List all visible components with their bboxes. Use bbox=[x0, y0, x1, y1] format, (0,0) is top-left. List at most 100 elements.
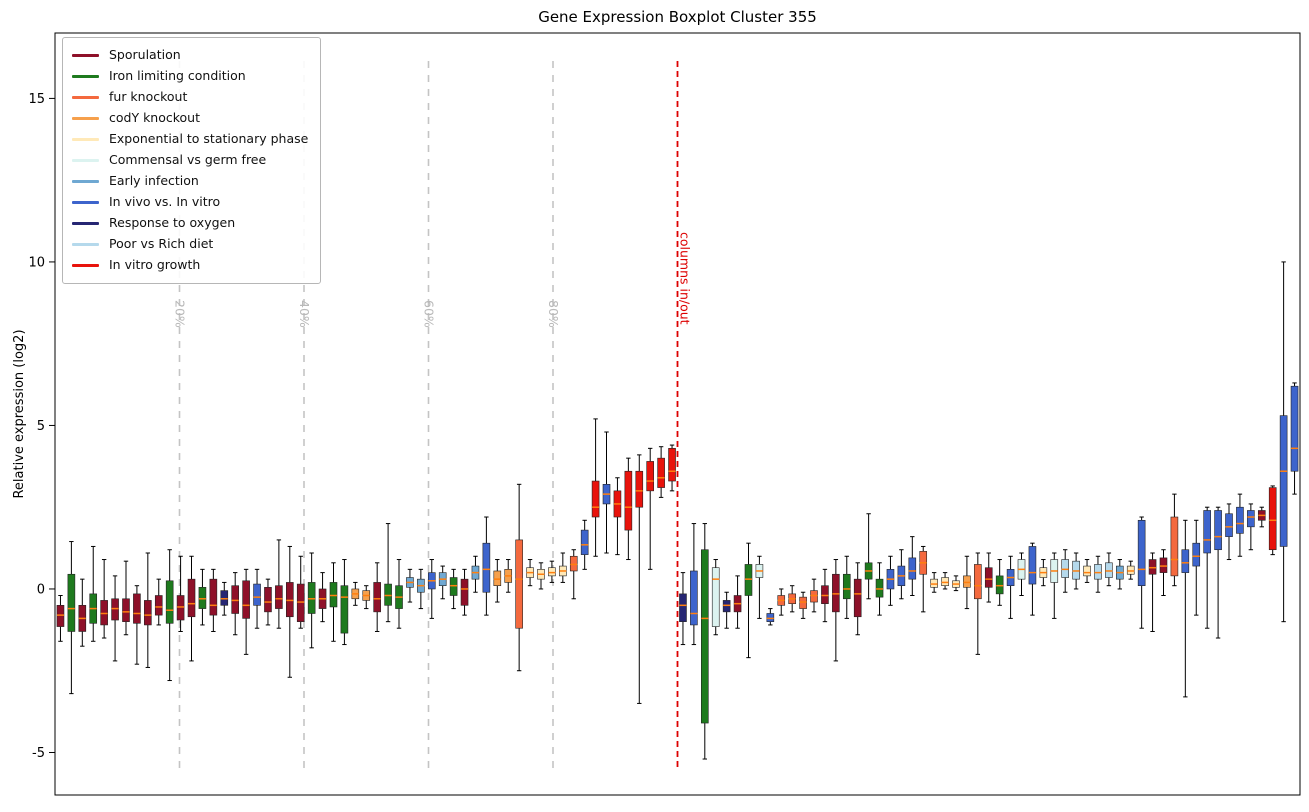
box bbox=[1159, 557, 1168, 573]
legend-line-swatch bbox=[72, 75, 99, 78]
box bbox=[995, 575, 1004, 595]
legend-entry: Exponential to stationary phase bbox=[72, 129, 308, 150]
legend-entry-label: Iron limiting condition bbox=[109, 68, 246, 84]
box bbox=[1236, 506, 1244, 534]
legend-entry: Poor vs Rich diet bbox=[72, 234, 308, 255]
box bbox=[591, 480, 600, 518]
legend-entry-label: Response to oxygen bbox=[109, 215, 236, 231]
box bbox=[875, 578, 884, 598]
box bbox=[56, 605, 65, 627]
box bbox=[690, 570, 698, 626]
box bbox=[307, 582, 316, 614]
box bbox=[1126, 565, 1135, 575]
box bbox=[286, 582, 294, 618]
box bbox=[1247, 510, 1255, 528]
legend-entry: Response to oxygen bbox=[72, 213, 308, 234]
box bbox=[67, 573, 76, 632]
box bbox=[679, 593, 687, 622]
box bbox=[1170, 516, 1179, 577]
legend-entry-label: In vivo vs. In vitro bbox=[109, 194, 221, 210]
legend-entry-label: fur knockout bbox=[109, 89, 188, 105]
legend-entry: Sporulation bbox=[72, 45, 308, 66]
box bbox=[711, 567, 720, 627]
plot-frame bbox=[54, 32, 1301, 796]
percent-gridline-label: 20% bbox=[173, 300, 188, 328]
box bbox=[198, 587, 207, 609]
legend-line-swatch bbox=[72, 243, 99, 246]
box bbox=[1192, 542, 1201, 567]
box bbox=[1072, 560, 1080, 580]
percent-gridline-label: 60% bbox=[422, 300, 437, 328]
box bbox=[100, 600, 108, 626]
legend-entry-label: Sporulation bbox=[109, 47, 181, 63]
box bbox=[569, 555, 578, 572]
legend-line-swatch bbox=[72, 54, 99, 57]
legend-entry: codY knockout bbox=[72, 108, 308, 129]
box bbox=[373, 582, 381, 613]
box bbox=[482, 542, 491, 593]
legend-entry-label: codY knockout bbox=[109, 110, 201, 126]
legend-entry: In vitro growth bbox=[72, 255, 308, 276]
box bbox=[209, 578, 218, 616]
percent-gridline-label: 40% bbox=[297, 300, 312, 328]
box bbox=[231, 585, 239, 614]
box bbox=[329, 582, 338, 608]
legend-entry-label: Commensal vs germ free bbox=[109, 152, 267, 168]
box bbox=[580, 529, 589, 555]
legend-line-swatch bbox=[72, 201, 99, 204]
box bbox=[624, 470, 633, 531]
box bbox=[460, 578, 469, 606]
box bbox=[842, 573, 851, 600]
box bbox=[275, 585, 283, 609]
box bbox=[144, 600, 152, 626]
box bbox=[810, 590, 818, 603]
legend-line-swatch bbox=[72, 96, 99, 99]
box bbox=[984, 567, 993, 588]
box bbox=[296, 583, 305, 622]
box bbox=[963, 575, 971, 588]
legend-entry: Early infection bbox=[72, 171, 308, 192]
box bbox=[384, 583, 392, 606]
chart-title: Gene Expression Boxplot Cluster 355 bbox=[538, 8, 817, 26]
legend-entry-label: In vitro growth bbox=[109, 257, 201, 273]
legend-entry-label: Early infection bbox=[109, 173, 199, 189]
box bbox=[832, 573, 840, 613]
legend-entry: fur knockout bbox=[72, 87, 308, 108]
box bbox=[515, 539, 523, 629]
box bbox=[744, 564, 753, 596]
box bbox=[722, 600, 731, 613]
y-tick-label: 5 bbox=[37, 419, 45, 434]
box bbox=[646, 461, 654, 492]
box bbox=[1225, 513, 1233, 537]
legend: Sporulation Iron limiting condition fur kn… bbox=[62, 37, 322, 284]
columns-divider-label: columns in/out bbox=[678, 232, 693, 325]
box bbox=[1214, 510, 1222, 551]
box bbox=[1268, 487, 1277, 551]
box bbox=[853, 578, 862, 618]
box bbox=[1028, 546, 1037, 585]
box bbox=[1181, 549, 1190, 573]
box bbox=[242, 580, 250, 619]
y-tick-label: -5 bbox=[32, 746, 45, 761]
box bbox=[176, 595, 185, 621]
box bbox=[111, 598, 119, 621]
box bbox=[449, 577, 458, 596]
legend-entry: Iron limiting condition bbox=[72, 66, 308, 87]
box bbox=[548, 567, 556, 577]
box bbox=[264, 587, 272, 613]
y-tick-label: 15 bbox=[28, 92, 45, 107]
box bbox=[1148, 559, 1157, 575]
box bbox=[766, 613, 775, 622]
box bbox=[1279, 415, 1288, 547]
legend-entry: Commensal vs germ free bbox=[72, 150, 308, 171]
box bbox=[133, 593, 141, 624]
box bbox=[493, 570, 502, 586]
box bbox=[220, 590, 229, 606]
legend-line-swatch bbox=[72, 264, 99, 267]
legend-line-swatch bbox=[72, 138, 99, 141]
legend-line-swatch bbox=[72, 222, 99, 225]
box bbox=[122, 598, 130, 622]
box bbox=[668, 448, 676, 482]
